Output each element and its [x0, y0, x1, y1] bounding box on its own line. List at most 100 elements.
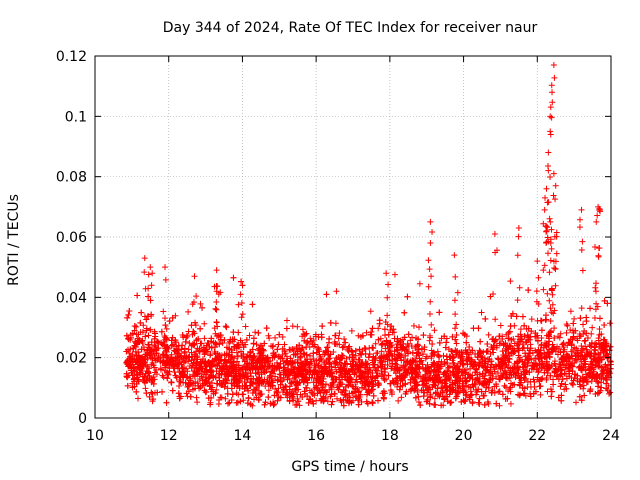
data-point — [487, 350, 494, 357]
data-point — [569, 381, 576, 388]
data-point — [551, 360, 558, 367]
data-point — [449, 333, 456, 340]
data-point — [262, 399, 269, 406]
data-point — [243, 354, 250, 361]
data-point — [151, 369, 158, 376]
data-point — [533, 333, 540, 340]
data-point — [348, 327, 355, 334]
data-point — [222, 323, 229, 330]
data-point — [507, 278, 514, 285]
data-point — [135, 331, 142, 338]
data-point — [124, 374, 131, 381]
data-point — [485, 358, 492, 365]
data-point — [159, 388, 166, 395]
data-point — [567, 308, 574, 315]
data-point — [246, 332, 253, 339]
data-point — [481, 401, 488, 408]
data-point — [563, 321, 570, 328]
data-point — [234, 358, 241, 365]
data-point — [165, 371, 172, 378]
data-point — [380, 394, 387, 401]
data-point — [407, 337, 414, 344]
data-point — [150, 362, 157, 369]
data-point — [401, 334, 408, 341]
data-point — [193, 359, 200, 366]
data-point — [241, 373, 248, 380]
data-point — [187, 393, 194, 400]
data-point — [328, 391, 335, 398]
data-point — [558, 392, 565, 399]
data-point — [538, 327, 545, 334]
data-point — [546, 354, 553, 361]
data-point — [558, 380, 565, 387]
data-point — [204, 339, 211, 346]
data-point — [557, 371, 564, 378]
data-point — [563, 329, 570, 336]
data-point — [201, 335, 208, 342]
data-point — [514, 342, 521, 349]
data-point — [158, 328, 165, 335]
data-point — [580, 382, 587, 389]
data-point — [353, 376, 360, 383]
data-point — [141, 359, 148, 366]
data-point — [376, 320, 383, 327]
data-point — [317, 389, 324, 396]
data-point — [577, 315, 584, 322]
data-point — [496, 402, 503, 409]
data-point — [587, 305, 594, 312]
data-point — [193, 394, 200, 401]
data-point — [267, 400, 274, 407]
data-point — [296, 402, 303, 409]
data-point — [387, 327, 394, 334]
data-point — [184, 393, 191, 400]
data-point — [149, 390, 156, 397]
data-point — [172, 372, 179, 379]
data-point — [431, 395, 438, 402]
data-point — [272, 385, 279, 392]
data-point — [546, 363, 553, 370]
data-point — [300, 350, 307, 357]
data-point — [182, 355, 189, 362]
data-point — [134, 395, 141, 402]
data-point — [168, 379, 175, 386]
data-point — [274, 359, 281, 366]
data-point — [166, 365, 173, 372]
data-point — [304, 340, 311, 347]
data-point — [457, 354, 464, 361]
data-point — [409, 349, 416, 356]
data-point — [596, 315, 603, 322]
data-point — [313, 357, 320, 364]
data-point — [503, 331, 510, 338]
data-point — [421, 344, 428, 351]
data-point — [134, 292, 141, 299]
data-point — [293, 401, 300, 408]
data-point — [184, 383, 191, 390]
data-point — [420, 393, 427, 400]
data-point — [367, 331, 374, 338]
data-point — [398, 394, 405, 401]
data-point — [300, 368, 307, 375]
data-point — [395, 397, 402, 404]
data-point — [499, 391, 506, 398]
data-point — [573, 399, 580, 406]
data-point — [372, 340, 379, 347]
data-point — [184, 333, 191, 340]
data-point — [255, 329, 262, 336]
data-point — [476, 401, 483, 408]
data-point — [229, 391, 236, 398]
data-point — [391, 348, 398, 355]
data-point — [556, 334, 563, 341]
data-point — [289, 323, 296, 330]
data-point — [250, 340, 257, 347]
data-point — [390, 326, 397, 333]
data-point — [314, 344, 321, 351]
data-point — [294, 380, 301, 387]
data-point — [310, 337, 317, 344]
data-point — [490, 342, 497, 349]
data-point — [595, 335, 602, 342]
data-point — [574, 347, 581, 354]
data-point — [265, 387, 272, 394]
data-point — [292, 387, 299, 394]
data-point — [230, 359, 237, 366]
data-point — [329, 398, 336, 405]
